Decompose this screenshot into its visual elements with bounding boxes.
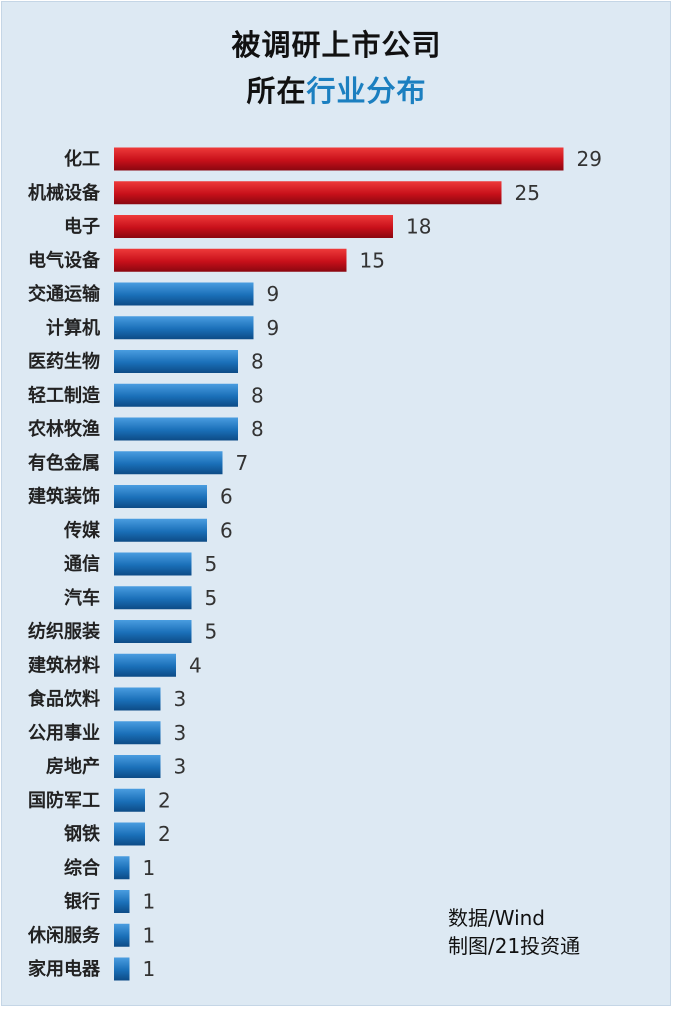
category-label: 银行: [64, 891, 100, 913]
bar: [114, 755, 161, 778]
data-label: 5: [205, 586, 218, 610]
bar: [114, 923, 130, 947]
category-label: 家用电器: [28, 958, 101, 980]
category-label: 电子: [64, 216, 100, 238]
bar: [114, 620, 192, 643]
category-label: 传媒: [63, 519, 101, 541]
bar: [114, 518, 207, 542]
data-label: 4: [189, 653, 202, 677]
data-label: 3: [174, 721, 187, 745]
category-label: 计算机: [46, 317, 100, 339]
source-note: 数据/Wind: [448, 906, 546, 930]
category-label: 汽车: [64, 587, 100, 609]
category-label: 公用事业: [28, 722, 100, 744]
category-label: 轻工制造: [28, 384, 100, 406]
data-label: 8: [251, 417, 264, 441]
bar: [114, 350, 238, 373]
bar: [114, 282, 254, 306]
category-label: 电气设备: [28, 249, 101, 271]
chart-title-prefix: 所在: [246, 74, 307, 108]
data-label: 7: [236, 451, 249, 475]
data-label: 5: [205, 620, 218, 644]
category-label: 休闲服务: [27, 924, 101, 946]
category-label: 交通运输: [28, 283, 101, 305]
data-label: 3: [174, 755, 187, 779]
data-label: 18: [406, 215, 431, 239]
data-label: 15: [360, 248, 385, 272]
bar: [114, 485, 207, 508]
data-label: 29: [577, 147, 602, 171]
category-label: 通信: [64, 553, 100, 575]
category-label: 农林牧渔: [27, 418, 100, 440]
bar: [114, 788, 145, 812]
data-label: 25: [515, 181, 540, 205]
category-label: 医药生物: [28, 351, 100, 373]
data-label: 2: [158, 788, 171, 812]
bar: [114, 316, 254, 340]
category-label: 建筑装饰: [28, 486, 100, 508]
bar: [114, 687, 161, 711]
category-label: 房地产: [46, 756, 100, 778]
data-label: 8: [251, 350, 264, 374]
bar: [114, 586, 192, 610]
data-label: 1: [143, 856, 156, 880]
bar: [114, 957, 130, 981]
data-label: 1: [143, 923, 156, 947]
data-label: 6: [220, 485, 233, 509]
bar: [114, 417, 238, 441]
data-label: 1: [143, 890, 156, 914]
bar: [114, 215, 393, 238]
bar: [114, 653, 176, 677]
data-label: 5: [205, 552, 218, 576]
credit-note: 制图/21投资通: [448, 934, 581, 958]
bar: [114, 147, 564, 171]
category-label: 食品饮料: [27, 688, 100, 710]
chart-title-line2: 所在行业分布: [0, 68, 673, 110]
data-label: 8: [251, 383, 264, 407]
bar: [114, 451, 223, 475]
bar: [114, 890, 130, 913]
bar: [114, 248, 347, 272]
category-label: 国防军工: [28, 789, 100, 811]
category-label: 机械设备: [28, 182, 101, 204]
data-label: 1: [143, 957, 156, 981]
bar: [114, 721, 161, 745]
data-label: 9: [267, 316, 280, 340]
category-label: 化工: [64, 148, 100, 170]
bar: [114, 856, 130, 880]
chart-title-highlight: 行业分布: [306, 74, 427, 108]
data-label: 3: [174, 687, 187, 711]
data-label: 9: [267, 282, 280, 306]
bar: [114, 383, 238, 407]
category-label: 综合: [64, 857, 101, 879]
category-label: 纺织服装: [28, 621, 100, 643]
category-label: 钢铁: [64, 823, 100, 845]
bar: [114, 822, 145, 846]
category-label: 建筑材料: [28, 654, 100, 676]
data-label: 2: [158, 822, 171, 846]
category-label: 有色金属: [28, 452, 100, 474]
bar: [114, 181, 502, 205]
chart-title-line1: 被调研上市公司: [231, 28, 442, 62]
data-label: 6: [220, 518, 233, 542]
bar: [114, 552, 192, 576]
